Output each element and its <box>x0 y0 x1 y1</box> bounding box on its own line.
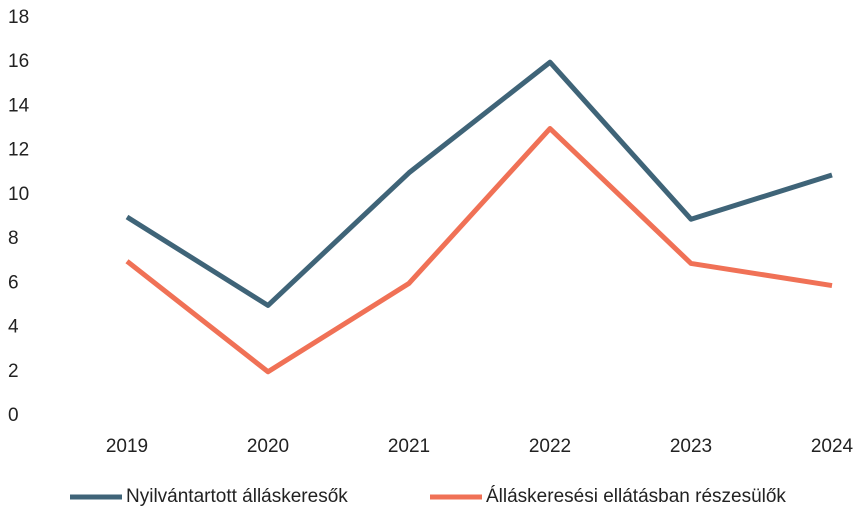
y-tick-label: 8 <box>8 228 19 249</box>
y-tick-label: 6 <box>8 272 19 293</box>
y-tick-label: 0 <box>8 405 19 426</box>
x-tick-label: 2020 <box>247 436 289 457</box>
series-line <box>125 126 833 375</box>
y-tick-label: 4 <box>8 317 19 338</box>
x-tick-label: 2022 <box>529 436 571 457</box>
series-line <box>125 59 833 308</box>
y-tick-label: 2 <box>8 361 19 382</box>
y-tick-label: 12 <box>8 140 29 161</box>
legend-label: Álláskeresési ellátásban részesülők <box>486 486 786 507</box>
x-tick-label: 2019 <box>106 436 148 457</box>
y-tick-label: 10 <box>8 184 29 205</box>
y-tick-label: 18 <box>8 7 29 28</box>
legend-label: Nyilvántartott álláskeresők <box>126 486 348 507</box>
x-tick-label: 2021 <box>388 436 430 457</box>
y-tick-label: 14 <box>8 95 30 116</box>
x-tick-label: 2023 <box>670 436 712 457</box>
y-tick-label: 16 <box>8 51 29 72</box>
x-tick-label: 2024 <box>811 436 854 457</box>
